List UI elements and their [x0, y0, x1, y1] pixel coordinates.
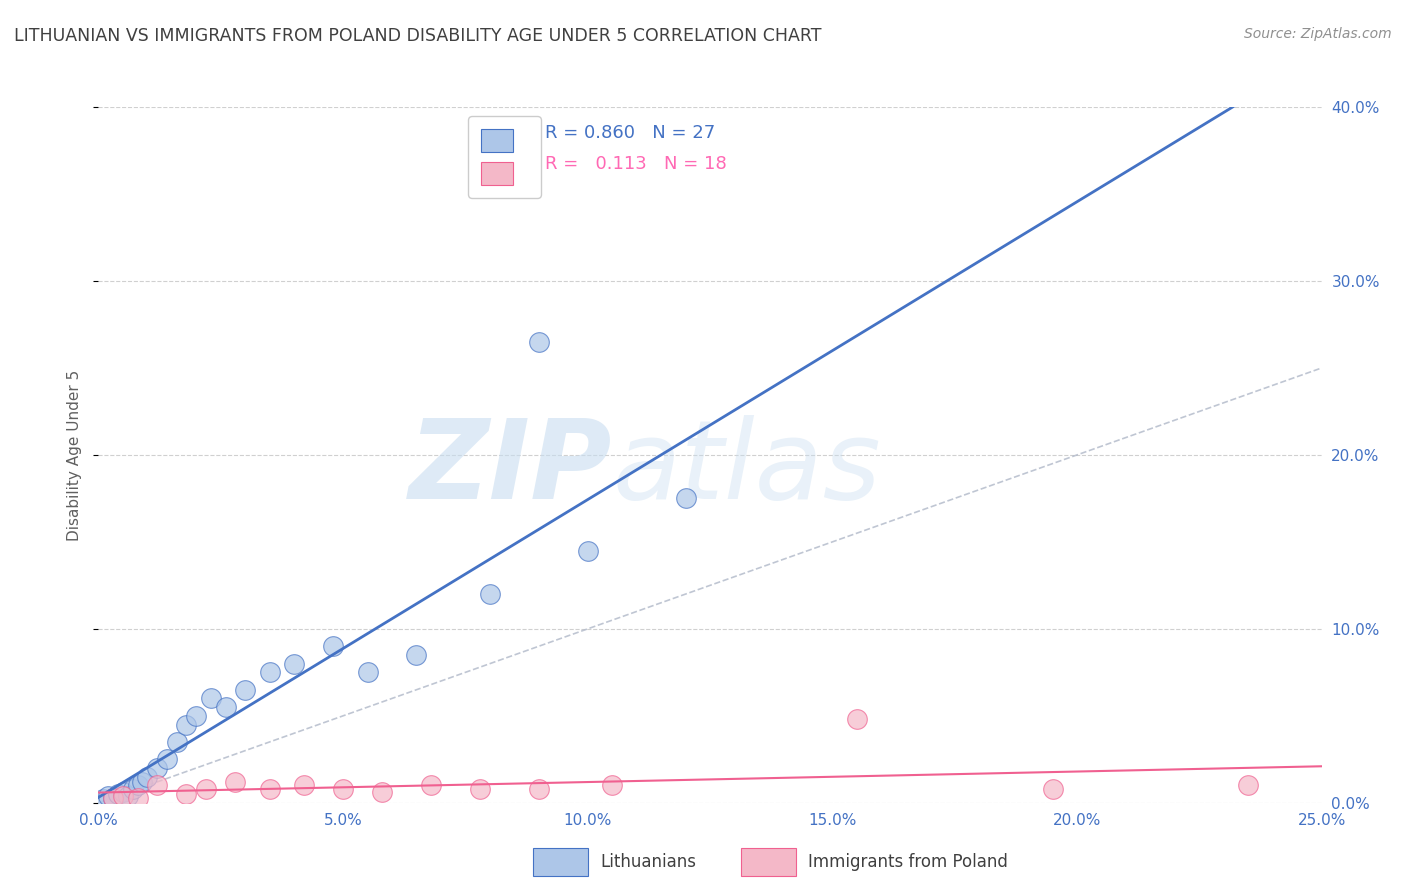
Point — [259, 665, 281, 680]
Text: ZIP: ZIP — [409, 416, 612, 523]
Point — [127, 778, 149, 792]
Point — [214, 700, 236, 714]
Point — [332, 781, 354, 796]
Point — [478, 587, 501, 601]
Y-axis label: Disability Age Under 5: Disability Age Under 5 — [67, 369, 83, 541]
Point — [322, 639, 344, 653]
Point — [117, 789, 139, 803]
Point — [176, 787, 198, 801]
Point — [224, 775, 246, 789]
Point — [292, 778, 315, 792]
Point — [131, 775, 153, 789]
Text: Source: ZipAtlas.com: Source: ZipAtlas.com — [1244, 27, 1392, 41]
Point — [405, 648, 427, 662]
Point — [101, 790, 124, 805]
Point — [1042, 781, 1064, 796]
Point — [233, 682, 256, 697]
Text: R =   0.113   N = 18: R = 0.113 N = 18 — [546, 155, 727, 173]
Point — [420, 778, 443, 792]
Point — [845, 712, 868, 726]
Point — [101, 790, 124, 805]
Point — [166, 735, 188, 749]
Point — [527, 334, 550, 349]
Point — [176, 717, 198, 731]
Point — [146, 761, 169, 775]
Point — [97, 789, 120, 803]
Point — [200, 691, 222, 706]
Point — [107, 787, 129, 801]
Point — [675, 491, 697, 506]
Point — [371, 785, 394, 799]
Point — [136, 770, 159, 784]
Text: Lithuanians: Lithuanians — [600, 853, 696, 871]
Point — [111, 785, 134, 799]
Point — [468, 781, 491, 796]
Point — [259, 781, 281, 796]
Point — [356, 665, 378, 680]
Text: Immigrants from Poland: Immigrants from Poland — [808, 853, 1008, 871]
Point — [127, 790, 149, 805]
FancyBboxPatch shape — [741, 848, 796, 876]
FancyBboxPatch shape — [533, 848, 588, 876]
Point — [195, 781, 218, 796]
Point — [111, 789, 134, 803]
Point — [283, 657, 305, 671]
Point — [600, 778, 623, 792]
Point — [186, 708, 208, 723]
Point — [576, 543, 599, 558]
Point — [527, 781, 550, 796]
Text: atlas: atlas — [612, 416, 880, 523]
Point — [121, 781, 143, 796]
Point — [156, 752, 179, 766]
Text: R = 0.860   N = 27: R = 0.860 N = 27 — [546, 125, 716, 143]
Legend: , : , — [468, 116, 540, 198]
Point — [146, 778, 169, 792]
Point — [1237, 778, 1260, 792]
Point — [91, 792, 114, 806]
Text: LITHUANIAN VS IMMIGRANTS FROM POLAND DISABILITY AGE UNDER 5 CORRELATION CHART: LITHUANIAN VS IMMIGRANTS FROM POLAND DIS… — [14, 27, 821, 45]
